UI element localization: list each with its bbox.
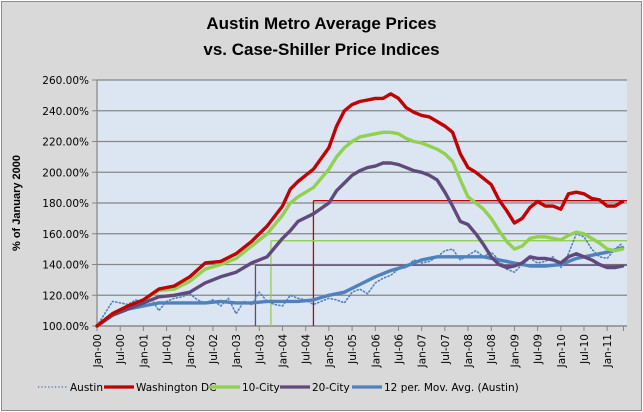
- y-tick-label: 180.00%: [42, 198, 89, 210]
- x-tick-label: Jan-06: [370, 334, 382, 369]
- x-tick-label: Jul-00: [115, 334, 127, 365]
- y-tick-label: 260.00%: [42, 75, 89, 87]
- x-tick-label: Jul-02: [208, 334, 220, 365]
- x-tick-label: Jan-00: [92, 334, 104, 368]
- y-tick-label: 200.00%: [42, 167, 89, 179]
- y-tick-label: 160.00%: [42, 229, 89, 241]
- x-tick-label: Jan-04: [278, 334, 290, 369]
- x-tick-label: Jul-08: [486, 334, 498, 365]
- x-tick-label: Jul-03: [254, 334, 266, 365]
- x-tick-label: Jul-05: [347, 334, 359, 365]
- x-tick-label: Jul-04: [301, 334, 313, 365]
- legend-label: 10-City: [242, 382, 280, 394]
- series-lines: [95, 92, 625, 328]
- legend-label: Washington DC: [136, 382, 216, 394]
- x-tick-label: Jan-09: [509, 334, 521, 368]
- x-tick-label: Jul-09: [533, 334, 545, 365]
- x-tick-label: Jan-01: [138, 334, 150, 368]
- series-line-10-city: [95, 130, 625, 328]
- y-tick-label: 220.00%: [42, 137, 89, 149]
- chart-title: Austin Metro Average Prices: [206, 14, 437, 33]
- y-axis-label: % of January 2000: [11, 155, 23, 251]
- x-tick-label: Jan-02: [185, 334, 197, 368]
- x-tick-label: Jan-11: [602, 334, 614, 368]
- chart-subtitle: vs. Case-Shiller Price Indices: [203, 40, 440, 59]
- legend-label: 12 per. Mov. Avg. (Austin): [384, 382, 519, 394]
- y-tick-label: 100.00%: [42, 321, 89, 333]
- legend-label: Austin: [70, 382, 103, 394]
- x-tick-label: Jan-08: [463, 334, 475, 368]
- x-tick-label: Jan-03: [231, 334, 243, 368]
- y-tick-label: 120.00%: [42, 290, 89, 302]
- y-axis: 100.00% 120.00% 140.00% 160.00% 180.00% 200.0…: [42, 75, 627, 333]
- legend-label: 20-City: [312, 382, 350, 394]
- x-tick-label: Jan-05: [324, 334, 336, 368]
- series-line-washington-dc: [95, 92, 625, 328]
- series-line-austin: [96, 233, 624, 327]
- y-tick-label: 140.00%: [42, 260, 89, 272]
- series-line-20-city: [95, 161, 625, 328]
- x-tick-label: Jan-07: [417, 334, 429, 368]
- x-tick-label: Jul-10: [579, 334, 591, 365]
- x-tick-label: Jan-10: [556, 334, 568, 368]
- x-tick-label: Jul-01: [162, 334, 174, 365]
- x-axis: Jan-00 Jul-00 Jan-01 Jul-01 Jan-02 Jul-02 Jan-…: [92, 326, 625, 369]
- y-tick-label: 240.00%: [42, 106, 89, 118]
- x-tick-label: Jul-07: [440, 334, 452, 365]
- x-tick-label: Jul-06: [393, 334, 405, 365]
- legend: Austin Washington DC 10-City 20-City 12 per.…: [38, 382, 519, 394]
- series-line-12-per-mov-avg-austin: [95, 245, 625, 328]
